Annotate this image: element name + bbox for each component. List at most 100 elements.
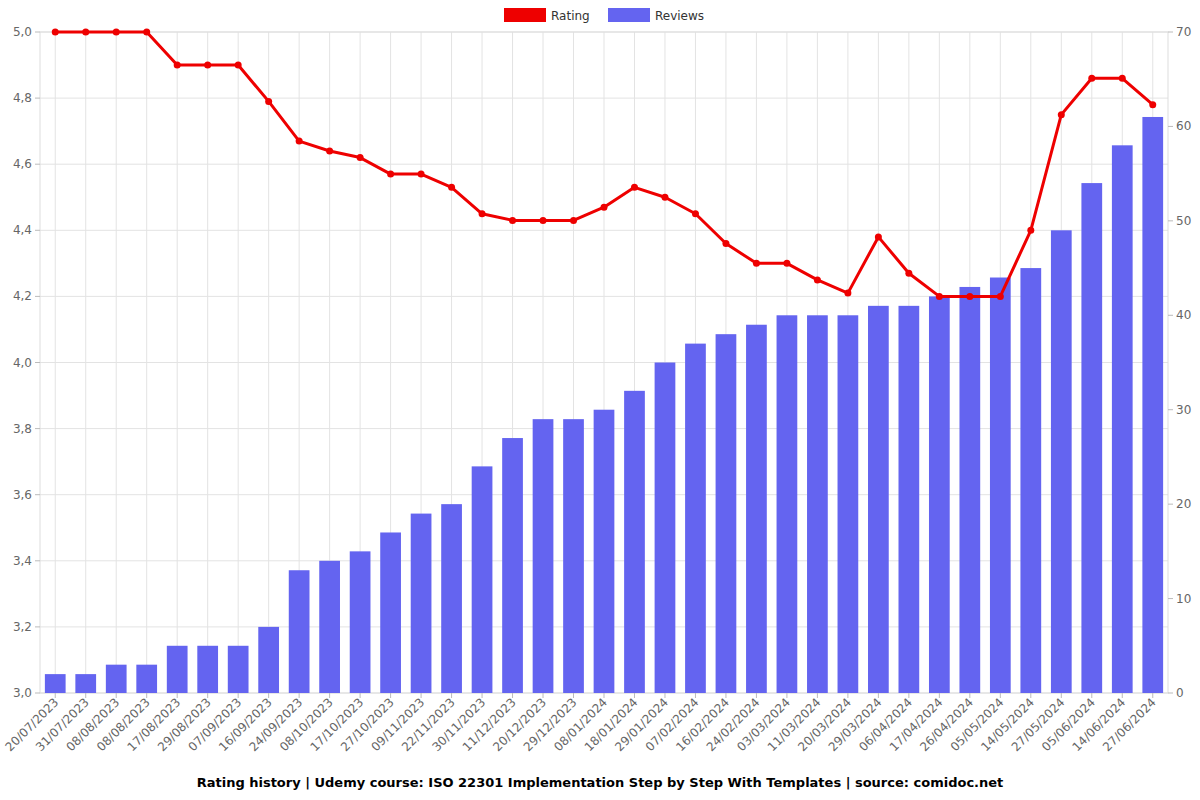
x-tick [756,693,757,698]
bar [685,344,706,693]
legend-label: Rating [551,9,590,23]
marker-circle [265,98,272,105]
marker-circle [448,184,455,191]
bar [929,296,950,693]
x-tick [725,693,726,698]
y2-tick [1168,409,1173,410]
marker-circle [1088,75,1095,82]
legend-swatch [504,8,546,22]
bar [1112,145,1133,693]
x-tick-label: 27/06/2024 [1100,695,1159,754]
x-tick [939,693,940,698]
x-tick [1152,693,1153,698]
marker-circle [174,62,181,69]
x-tick [604,693,605,698]
y-tick-label: 5,0 [13,25,32,39]
y-tick [35,32,40,33]
marker-circle [692,210,699,217]
bar [898,306,919,693]
y2-tick-label: 60 [1176,119,1191,133]
title: Rating history | Udemy course: ISO 22301… [197,775,1004,790]
legend: Rating Reviews [504,8,704,23]
bar [289,570,310,693]
background [0,0,1200,800]
bar [1142,117,1163,693]
y2-tick [1168,220,1173,221]
x-tick [299,693,300,698]
x-tick [55,693,56,698]
marker-circle [814,276,821,283]
bar [319,561,340,693]
bar [655,363,676,694]
chart-container: 3,03,23,43,63,84,04,24,44,64,85,00102030… [0,0,1200,800]
bar [746,325,767,693]
bar [624,391,645,693]
x-tick [1000,693,1001,698]
bar [106,665,127,693]
x-tick [878,693,879,698]
y2-tick [1168,504,1173,505]
x-tick [1122,693,1123,698]
axes: 3,03,23,43,63,84,04,24,44,64,85,00102030… [3,25,1192,754]
marker-circle [905,270,912,277]
bar [959,287,980,693]
x-tick [695,693,696,698]
y-tick [35,494,40,495]
x-tick [664,693,665,698]
bar [167,646,188,693]
bar [136,665,157,693]
x-tick [238,693,239,698]
marker-circle [631,184,638,191]
bar [258,627,279,693]
y2-tick-label: 0 [1176,686,1184,700]
marker-circle [387,171,394,178]
y2-tick [1168,32,1173,33]
bar [563,419,584,693]
marker-circle [235,62,242,69]
y-tick-label: 4,6 [13,157,32,171]
y2-tick-label: 20 [1176,497,1191,511]
marker-circle [82,29,89,36]
y-grid-line [40,230,1168,231]
y-tick [35,362,40,363]
marker-circle [326,147,333,154]
x-tick [146,693,147,698]
marker-circle [753,260,760,267]
bar [990,278,1011,693]
y-tick [35,693,40,694]
y-tick [35,626,40,627]
x-tick [1030,693,1031,698]
y-tick [35,164,40,165]
y2-tick-label: 50 [1176,214,1191,228]
legend-label: Reviews [655,9,704,23]
x-tick [329,693,330,698]
marker-circle [1119,75,1126,82]
y2-tick-label: 10 [1176,592,1191,606]
x-tick [85,693,86,698]
bar [1020,268,1041,693]
y-tick-label: 3,4 [13,554,32,568]
y-tick [35,98,40,99]
marker-circle [52,29,59,36]
x-tick [817,693,818,698]
chart-svg: 3,03,23,43,63,84,04,24,44,64,85,00102030… [0,0,1200,800]
marker-circle [540,217,547,224]
y-tick [35,560,40,561]
y-tick-label: 3,8 [13,422,32,436]
x-tick [390,693,391,698]
marker-circle [844,290,851,297]
plot-frame [40,32,1168,693]
y-tick [35,296,40,297]
marker-circle [204,62,211,69]
y-tick [35,428,40,429]
bar [45,674,66,693]
x-tick [116,693,117,698]
y2-tick-label: 70 [1176,25,1191,39]
y-tick-label: 3,2 [13,620,32,634]
marker-circle [509,217,516,224]
marker-circle [1149,101,1156,108]
x-tick [421,693,422,698]
x-tick [360,693,361,698]
line [55,32,1153,296]
bar [350,551,371,693]
